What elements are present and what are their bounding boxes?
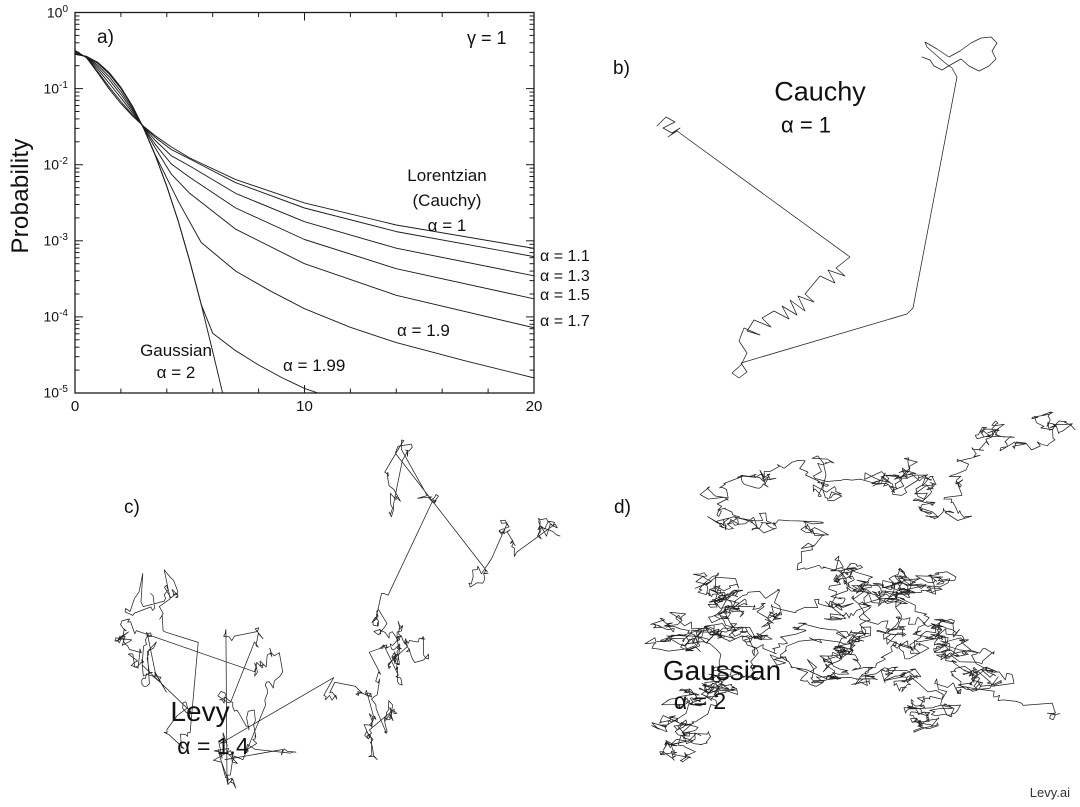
panel-a-chart [74, 11, 535, 394]
levy-title: Levy [170, 695, 230, 727]
curve-alpha-1 [75, 49, 534, 249]
y-tick-label: 10-1 [43, 79, 68, 97]
gamma-annotation: γ = 1 [467, 28, 507, 48]
panel-b-cauchy-trajectory [656, 36, 998, 379]
alpha-1.7-label: α = 1.7 [540, 313, 590, 330]
alpha-1.1-label: α = 1.1 [540, 248, 590, 265]
curve-alpha-1.5 [75, 52, 534, 300]
alpha-1.9-label: α = 1.9 [397, 321, 450, 340]
alpha-1.99-label: α = 1.99 [283, 356, 346, 375]
gaussian-line1: Gaussian [140, 341, 212, 360]
watermark: Levy.ai [1029, 785, 1070, 800]
lorentzian-line1: Lorentzian [407, 166, 487, 185]
curve-alpha-1.7 [75, 53, 534, 329]
y-tick-label: 10-5 [43, 384, 68, 401]
y-tick-label: 100 [46, 3, 68, 21]
x-tick-label: 20 [525, 398, 543, 415]
gaussian-line2: α = 2 [156, 363, 196, 382]
panel-d-letter: d) [614, 497, 631, 518]
panel-a-letter: a) [97, 27, 114, 48]
alpha-1.5-label: α = 1.5 [540, 287, 590, 304]
lorentzian-line2: (Cauchy) [412, 191, 482, 210]
levy-alpha-label: α = 1.4 [177, 732, 249, 759]
panel-b-letter: b) [613, 58, 630, 79]
cauchy-alpha-label: α = 1 [780, 112, 832, 138]
panel-c-letter: c) [124, 497, 140, 518]
axis-ticks [74, 12, 535, 394]
y-tick-label: 10-3 [43, 231, 68, 249]
y-tick-label: 10-2 [43, 155, 68, 173]
curve-alpha-1.9 [75, 53, 534, 379]
levy-flight-path [114, 439, 561, 789]
gaussian-title: Gaussian [662, 654, 782, 686]
lorentzian-annotation: Lorentzian (Cauchy) α = 1 [407, 163, 486, 238]
gaussian-alpha-label: α = 2 [673, 687, 727, 714]
curve-alpha-2 [75, 53, 224, 393]
panel-d-gaussian-trajectory [644, 411, 1076, 763]
curve-alpha-1.3 [75, 51, 534, 277]
lorentzian-line3: α = 1 [427, 216, 467, 235]
alpha-1.3-label: α = 1.3 [540, 268, 590, 285]
x-tick-label: 0 [70, 398, 80, 415]
gaussian-walk-path [644, 411, 1076, 763]
y-tick-label: 10-4 [43, 307, 68, 325]
x-tick-label: 10 [296, 398, 313, 415]
curve-alpha-1.1 [75, 50, 534, 258]
cauchy-title: Cauchy [774, 76, 866, 107]
cauchy-flight-path [656, 36, 998, 379]
panel-c-levy-trajectory [114, 439, 561, 789]
gaussian-annotation: Gaussian α = 2 [140, 340, 212, 384]
